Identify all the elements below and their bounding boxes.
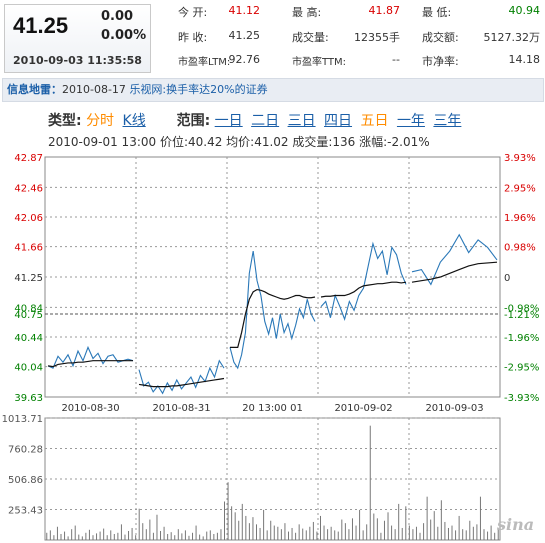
news-date: 2010-08-17 bbox=[62, 83, 126, 96]
percent-y-tick: 0 bbox=[504, 273, 510, 284]
percent-y-tick: -0.98% bbox=[504, 303, 539, 314]
x-axis-cursor-label: 20 13:00 01 bbox=[242, 403, 303, 414]
price-series-line bbox=[411, 233, 498, 286]
average-price-line bbox=[230, 288, 316, 348]
x-axis-date-label: 2010-08-30 bbox=[61, 403, 119, 414]
price-change: 0.00 bbox=[101, 9, 134, 24]
price-y-tick: 41.25 bbox=[14, 273, 43, 284]
low-value: 40.94 bbox=[508, 4, 541, 17]
news-link[interactable]: 乐视网:换手率达20%的证券 bbox=[129, 83, 268, 96]
price-y-tick: 40.44 bbox=[14, 333, 43, 344]
average-price-line bbox=[47, 360, 133, 368]
x-axis-date-label: 2010-09-02 bbox=[334, 403, 392, 414]
type-kline[interactable]: K线 bbox=[122, 113, 146, 129]
sina-logo: sina bbox=[497, 515, 535, 534]
prev-close-value: 41.25 bbox=[228, 29, 261, 42]
stats-table: 今 开: 41.12 最 高: 41.87 最 低: 40.94 昨 收: 41… bbox=[178, 2, 541, 68]
high-value: 41.87 bbox=[368, 4, 401, 17]
price-series-line bbox=[138, 359, 225, 395]
low-label: 最 低: bbox=[422, 6, 452, 19]
percent-y-tick: -1.21% bbox=[504, 310, 539, 321]
percent-y-tick: -2.95% bbox=[504, 363, 539, 374]
news-bar: 信息地雷：2010-08-17 乐视网:换手率达20%的证券 bbox=[2, 78, 544, 102]
average-price-line bbox=[411, 261, 498, 283]
percent-y-tick: -1.96% bbox=[504, 333, 539, 344]
price-series-line bbox=[47, 345, 134, 369]
price-y-tick: 39.63 bbox=[14, 393, 43, 404]
type-label: 类型: bbox=[48, 113, 82, 129]
open-value: 41.12 bbox=[228, 4, 261, 17]
volume-y-tick: 1013.71 bbox=[2, 414, 43, 425]
percent-y-tick: 3.93% bbox=[504, 153, 536, 164]
price-series-line bbox=[320, 241, 407, 322]
volume-y-tick: 760.28 bbox=[8, 445, 43, 456]
price-y-tick: 40.84 bbox=[14, 303, 43, 314]
range-5day[interactable]: 五日 bbox=[360, 113, 389, 129]
x-axis-date-label: 2010-08-31 bbox=[152, 403, 210, 414]
price-change-percent: 0.00% bbox=[101, 28, 147, 43]
pe-ltm-value: 92.76 bbox=[228, 53, 261, 66]
range-label: 范围: bbox=[176, 113, 211, 129]
volume-label: 成交量: bbox=[292, 31, 329, 44]
price-y-tick: 40.04 bbox=[14, 363, 43, 374]
open-label: 今 开: bbox=[178, 6, 208, 19]
amount-label: 成交额: bbox=[422, 31, 459, 44]
cursor-info-line: 2010-09-01 13:00 价位:40.42 均价:41.02 成交量:1… bbox=[48, 135, 430, 149]
range-1day[interactable]: 一日 bbox=[214, 113, 243, 129]
range-1year[interactable]: 一年 bbox=[396, 113, 425, 129]
high-label: 最 高: bbox=[292, 6, 322, 19]
last-price: 41.25 bbox=[13, 13, 69, 38]
pb-label: 市净率: bbox=[422, 55, 459, 68]
news-title: 信息地雷： bbox=[7, 83, 62, 96]
volume-y-tick: 506.86 bbox=[8, 475, 43, 486]
pe-ltm-label: 市盈率LTM: bbox=[178, 57, 231, 68]
price-y-tick: 40.75 bbox=[14, 310, 43, 321]
range-4day[interactable]: 四日 bbox=[324, 113, 353, 129]
range-3year[interactable]: 三年 bbox=[433, 113, 462, 129]
chart-toolbar: 类型: 分时 K线 范围: 一日 二日 三日 四日 五日 一年 三年 bbox=[48, 110, 465, 130]
volume-y-tick: 253.43 bbox=[8, 505, 43, 516]
average-price-line bbox=[320, 281, 407, 298]
x-axis-date-label: 2010-09-03 bbox=[425, 403, 483, 414]
volume-value: 12355手 bbox=[354, 31, 400, 44]
quote-summary: 41.25 0.00 0.00% 2010-09-03 11:35:58 bbox=[4, 4, 151, 73]
pb-value: 14.18 bbox=[508, 53, 541, 66]
price-series-line bbox=[229, 250, 316, 370]
type-intraday[interactable]: 分时 bbox=[86, 113, 115, 129]
price-y-tick: 42.06 bbox=[14, 213, 43, 224]
percent-y-tick: 0.98% bbox=[504, 243, 536, 254]
quote-datetime: 2010-09-03 11:35:58 bbox=[13, 54, 142, 67]
pe-ttm-label: 市盈率TTM: bbox=[292, 57, 347, 68]
percent-y-tick: -3.93% bbox=[504, 393, 539, 404]
average-price-line bbox=[138, 377, 225, 388]
range-2day[interactable]: 二日 bbox=[251, 113, 280, 129]
price-y-tick: 42.87 bbox=[14, 153, 43, 164]
pe-ttm-value: -- bbox=[392, 53, 400, 66]
price-y-tick: 41.66 bbox=[14, 243, 43, 254]
range-3day[interactable]: 三日 bbox=[287, 113, 316, 129]
prev-close-label: 昨 收: bbox=[178, 31, 208, 44]
percent-y-tick: 2.95% bbox=[504, 183, 536, 194]
price-y-tick: 42.46 bbox=[14, 183, 43, 194]
amount-value: 5127.32万 bbox=[483, 31, 541, 44]
percent-y-tick: 1.96% bbox=[504, 213, 536, 224]
